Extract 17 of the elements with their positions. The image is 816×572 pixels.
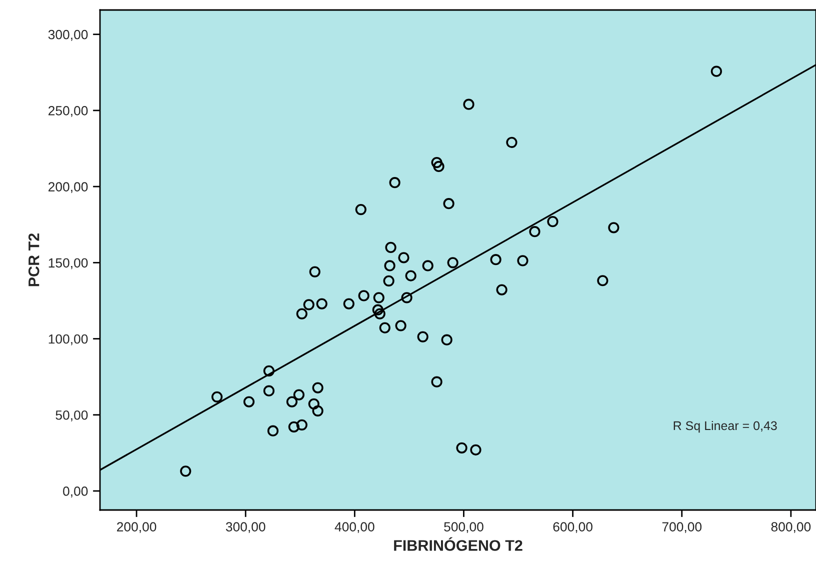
x-tick-label: 400,00 xyxy=(334,522,374,534)
y-tick-label: 300,00 xyxy=(48,30,88,41)
annotation: R Sq Linear = 0,43 xyxy=(674,420,777,433)
x-tick-label: 800,00 xyxy=(771,522,811,534)
y-tick-label: 250,00 xyxy=(48,106,88,117)
x-tick-label: 300,00 xyxy=(226,522,266,534)
x-tick-label: 500,00 xyxy=(444,522,484,534)
y-tick-label: 50,00 xyxy=(56,410,88,422)
y-tick-label: 0,00 xyxy=(63,486,88,498)
x-tick-label: 200,00 xyxy=(117,522,156,534)
x-tick-label: 700,00 xyxy=(662,522,702,534)
x-tick-label: 600,00 xyxy=(553,522,592,534)
y-tick-label: 200,00 xyxy=(48,182,88,194)
x-axis-title: FIBRINÓGENO T2 xyxy=(394,537,522,551)
y-axis-title: PCR T2 xyxy=(28,233,40,286)
y-tick-label: 100,00 xyxy=(48,334,88,346)
y-tick-label: 150,00 xyxy=(48,258,88,270)
